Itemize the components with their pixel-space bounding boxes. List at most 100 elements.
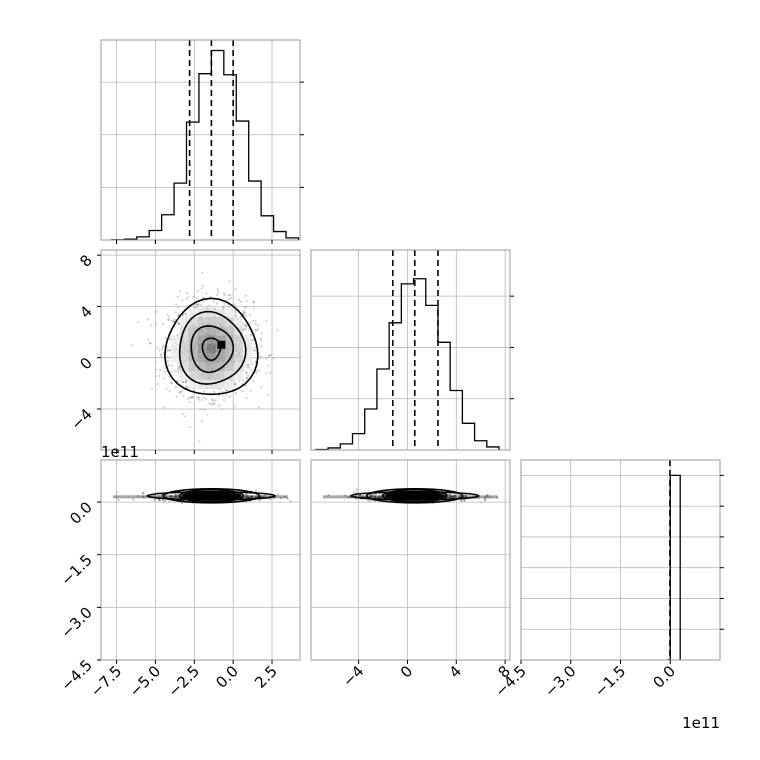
p20-point-148 <box>245 494 248 498</box>
p10-point-1262 <box>234 309 237 313</box>
p10-point-554 <box>185 386 188 389</box>
p21-point-485 <box>448 493 451 496</box>
p10-density-cell <box>224 353 234 363</box>
p10-point-1096 <box>165 387 168 390</box>
p10-point-1129 <box>205 292 208 295</box>
p10-density-cell <box>242 344 252 354</box>
marks-layer <box>111 40 681 661</box>
p10-point-106 <box>170 382 173 385</box>
p22-offset-label: 1e11 <box>682 714 720 732</box>
p10-point-838 <box>239 300 242 304</box>
p10-density-cell <box>224 371 234 381</box>
p10-density-cell <box>215 308 225 318</box>
p10-point-1195 <box>187 295 190 299</box>
p10-point-111 <box>178 322 181 325</box>
p10-point-1255 <box>245 371 248 375</box>
p10-point-707 <box>182 314 185 317</box>
p20-point-481 <box>261 495 264 498</box>
p10-point-1273 <box>158 349 161 352</box>
p10-density-cell <box>179 335 189 345</box>
p20-point-425 <box>262 495 266 498</box>
p10-density-cell <box>179 317 189 327</box>
p10-point-819 <box>250 362 253 365</box>
p20-point-332 <box>246 494 249 497</box>
p10-point-872 <box>166 313 169 316</box>
p10-point-1206 <box>267 364 270 367</box>
p10-point-669 <box>184 385 188 388</box>
p21-point-450 <box>484 498 488 501</box>
p20-point-35 <box>172 496 175 499</box>
p10-point-659 <box>206 413 209 416</box>
p10-density-cell <box>233 335 243 345</box>
p10-point-465 <box>150 324 153 327</box>
p20-point-255 <box>286 497 290 500</box>
p10-point-1533 <box>222 306 225 309</box>
p10-point-1148 <box>160 353 163 356</box>
p10-point-25 <box>202 300 205 304</box>
p10-point-1437 <box>249 389 252 392</box>
p20-point-87 <box>137 494 140 497</box>
p21-point-378 <box>373 496 377 499</box>
p21-point-132 <box>372 495 376 498</box>
p20-point-449 <box>141 495 144 498</box>
p10-point-1333 <box>216 288 219 291</box>
p10-point-261 <box>229 293 232 297</box>
p10-point-1371 <box>159 368 162 372</box>
p10-point-468 <box>233 303 236 306</box>
p20-ytick-label-2: −1.5 <box>57 551 95 589</box>
p20-point-34 <box>247 496 250 499</box>
p10-point-1137 <box>252 349 255 352</box>
p10-point-1574 <box>156 310 159 313</box>
p20-ytick-label-3: 0.0 <box>66 498 96 528</box>
p10-point-887 <box>258 369 261 372</box>
p10-point-472 <box>242 365 245 368</box>
p10-density-cell <box>206 353 216 363</box>
p21-point-477 <box>452 495 455 498</box>
p10-point-559 <box>176 314 180 317</box>
p10-density-cell <box>224 317 234 327</box>
p10-point-1497 <box>161 348 164 351</box>
p21-point-256 <box>371 494 374 498</box>
p10-density-cell <box>188 326 198 336</box>
p10-point-451 <box>260 332 264 335</box>
p10-point-841 <box>167 315 171 318</box>
p10-point-218 <box>254 328 257 331</box>
p20-point-430 <box>246 496 249 499</box>
p10-point-436 <box>216 291 220 294</box>
p21-xtick-label-2: 4 <box>446 662 465 681</box>
p10-density-cell <box>215 335 225 345</box>
p10-point-1031 <box>174 311 177 314</box>
p10-point-1144 <box>186 397 190 400</box>
p21-point-451 <box>344 494 347 497</box>
p21-point-360 <box>465 495 468 498</box>
p20-point-373 <box>132 498 135 501</box>
p10-point-997 <box>217 394 220 397</box>
p10-point-296 <box>196 303 199 306</box>
p22-xtick-label-3: 0.0 <box>649 662 679 692</box>
p10-density-cell <box>197 326 207 336</box>
p10-point-928 <box>255 369 258 372</box>
p10-point-21 <box>203 390 206 393</box>
p10-point-571 <box>252 300 255 303</box>
p10-point-538 <box>276 329 279 332</box>
p10-point-1415 <box>182 381 185 384</box>
p20-point-194 <box>170 494 173 497</box>
p10-point-1115 <box>197 303 200 306</box>
p11-frame <box>310 249 511 451</box>
p20-point-262 <box>174 496 177 499</box>
p10-density-cell <box>215 380 225 390</box>
p10-density-cell <box>206 308 216 318</box>
p10-point-1077 <box>131 343 134 347</box>
p20-offset-label: 1e11 <box>101 443 139 461</box>
p21-xtick-label-1: 0 <box>397 662 416 681</box>
p10-point-784 <box>241 390 244 393</box>
p20-xtick-label-3: 0.0 <box>212 662 242 692</box>
p10-frame <box>100 249 301 451</box>
p10-point-1061 <box>181 299 184 302</box>
p21-point-491 <box>378 495 381 498</box>
p10-point-708 <box>158 374 161 378</box>
p21-frame <box>310 459 511 661</box>
p10-point-1231 <box>185 380 188 383</box>
p10-point-754 <box>223 293 226 296</box>
